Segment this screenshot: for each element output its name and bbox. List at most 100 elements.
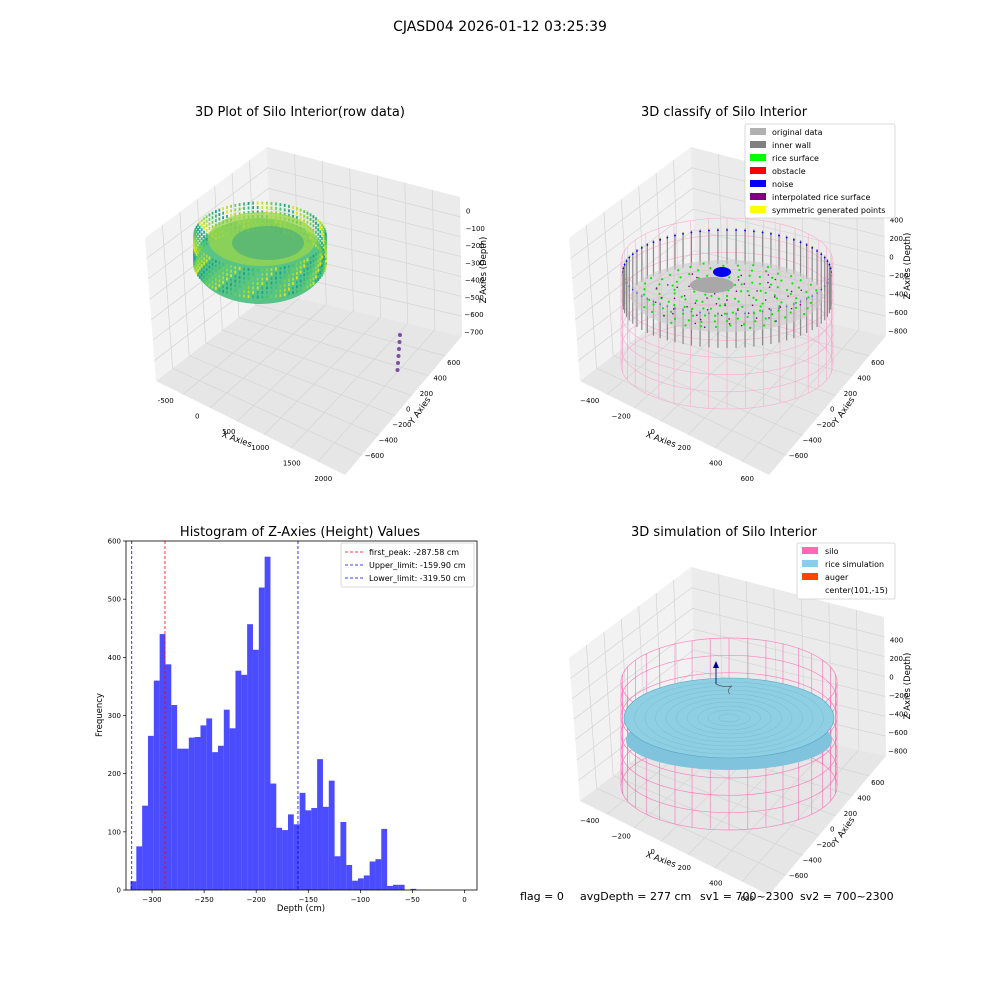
simulation-y-tick-label: 200: [844, 810, 857, 818]
classify-rice-surface-point: [677, 269, 680, 272]
histogram-bar: [252, 649, 259, 890]
classify-x-tick-label: 400: [709, 460, 722, 468]
classify-rice-surface-point: [643, 282, 647, 285]
classify-legend-swatch: [750, 193, 766, 200]
classify-interpolated-point: [696, 314, 698, 317]
classify-rice-surface-point: [759, 305, 762, 308]
classify-interpolated-point: [764, 299, 767, 301]
classify-y-axis-label: Y Axies: [831, 395, 858, 427]
simulation-legend: silo rice simulation auger center(101,-15): [796, 542, 896, 600]
simulation-x-tick-label: −400: [580, 817, 599, 825]
simulation-legend-label: rice simulation: [825, 560, 884, 569]
classify-rice-surface-point: [740, 283, 743, 286]
raw-inner-dip: [232, 226, 304, 260]
classify-y-tick-label: 400: [857, 374, 870, 382]
raw-z-tick-label: −500: [465, 294, 484, 302]
classify-interpolated-point: [706, 297, 708, 299]
grid-line: [741, 329, 860, 462]
grid-line: [596, 787, 786, 876]
classify-interpolated-point: [799, 303, 802, 306]
simulation-rice-mesh: [634, 681, 824, 755]
classify-interpolated-point: [756, 290, 758, 292]
classify-rice-surface-point: [789, 311, 792, 314]
classify-x-tick-label: 0: [651, 428, 655, 436]
histogram-bar: [387, 885, 393, 890]
histogram-legend-frame: [340, 542, 475, 588]
status-footer: flag = 0 avgDepth = 277 cm sv1 = 700~230…: [520, 890, 894, 903]
simulation-x-tick-label: 0: [651, 848, 655, 856]
raw-z-tick-label: −200: [465, 242, 484, 250]
classify-rice-surface-point: [805, 291, 808, 294]
classify-noise-point: [726, 229, 728, 231]
classify-rice-surface-point: [725, 294, 729, 298]
histogram-bar: [375, 859, 382, 890]
classify-interpolated-point: [748, 294, 750, 297]
classify-noise-point: [636, 250, 638, 252]
classify-rice-surface-point: [809, 301, 812, 304]
raw-3d-box: [145, 147, 462, 475]
classify-rice-surface-point: [648, 298, 651, 301]
classify-rice-surface-point: [738, 268, 741, 272]
grid-line: [571, 188, 885, 280]
classify-rice-surface-point: [754, 320, 757, 323]
classify-rice-surface-point: [643, 306, 646, 309]
raw-outlier-point: [396, 361, 400, 365]
simulation-y-tick-label: −200: [816, 841, 835, 849]
classify-interpolated-point: [768, 286, 771, 288]
classify-x-axis-label: X Axies: [644, 430, 677, 450]
classify-rice-surface-point: [766, 265, 770, 269]
raw-x-tick-label: 1500: [283, 460, 301, 468]
classify-interpolated-point: [673, 297, 676, 300]
simulation-legend-label: auger: [825, 573, 849, 582]
histogram-bar: [147, 735, 154, 890]
grid-line: [290, 323, 408, 449]
classify-x-tick-label: −200: [612, 413, 631, 421]
classify-rice-surface-point: [688, 272, 691, 276]
histogram-x-tick-label: −300: [142, 896, 161, 904]
raw-x-tick-label: 0: [195, 413, 199, 421]
classify-rice-surface-point: [702, 262, 705, 265]
classify-y-tick-label: 0: [830, 406, 834, 414]
simulation-z-tick-label: −200: [889, 692, 908, 700]
histogram-y-tick-label: 300: [108, 712, 121, 720]
histogram-x-ticks: −300 −250 −200 −150 −100 −50 0: [142, 890, 467, 904]
simulation-y-tick-label: −400: [803, 857, 822, 865]
classify-legend-label: interpolated rice surface: [772, 193, 870, 202]
classify-rice-surface-point: [749, 326, 752, 329]
grid-line: [629, 342, 820, 416]
grid-line: [596, 367, 786, 456]
classify-noise-point: [811, 247, 814, 249]
classify-x-tick-label: 600: [741, 475, 754, 483]
classify-interpolated-point: [726, 299, 728, 301]
grid-line: [404, 182, 409, 324]
raw-y-tick-label: −200: [392, 421, 411, 429]
classify-interpolated-point: [655, 287, 658, 289]
grid-line: [613, 775, 803, 856]
classify-rice-surface-point: [777, 309, 780, 312]
left-pane: [569, 567, 696, 801]
classify-rice-surface-point: [675, 280, 678, 283]
classify-interpolated-point: [676, 286, 678, 289]
classify-noise-point: [652, 241, 655, 244]
grid-line: [586, 644, 597, 789]
grid-line: [222, 329, 412, 396]
grid-line: [613, 355, 803, 436]
histogram-bar: [241, 674, 248, 890]
histogram-y-tick-label: 600: [108, 538, 121, 546]
classify-rice-surface-point: [728, 276, 731, 279]
histogram-bar: [334, 856, 341, 890]
grid-line: [349, 168, 354, 311]
histogram-bar: [200, 725, 207, 890]
classify-rice-surface-point: [673, 303, 676, 307]
classify-x-tick-label: −400: [580, 397, 599, 405]
classify-rice-surface-point: [770, 283, 773, 286]
grid-line: [317, 329, 436, 462]
histogram-bar: [235, 670, 242, 890]
classify-interpolated-point: [696, 276, 698, 279]
grid-line: [149, 208, 461, 300]
classify-rice-surface-point: [704, 314, 707, 317]
simulation-legend-swatch: [802, 560, 818, 567]
histogram-y-axis-label: Frequency: [95, 693, 105, 737]
grid-line: [189, 355, 379, 436]
classify-z-tick-label: 400: [890, 216, 903, 224]
